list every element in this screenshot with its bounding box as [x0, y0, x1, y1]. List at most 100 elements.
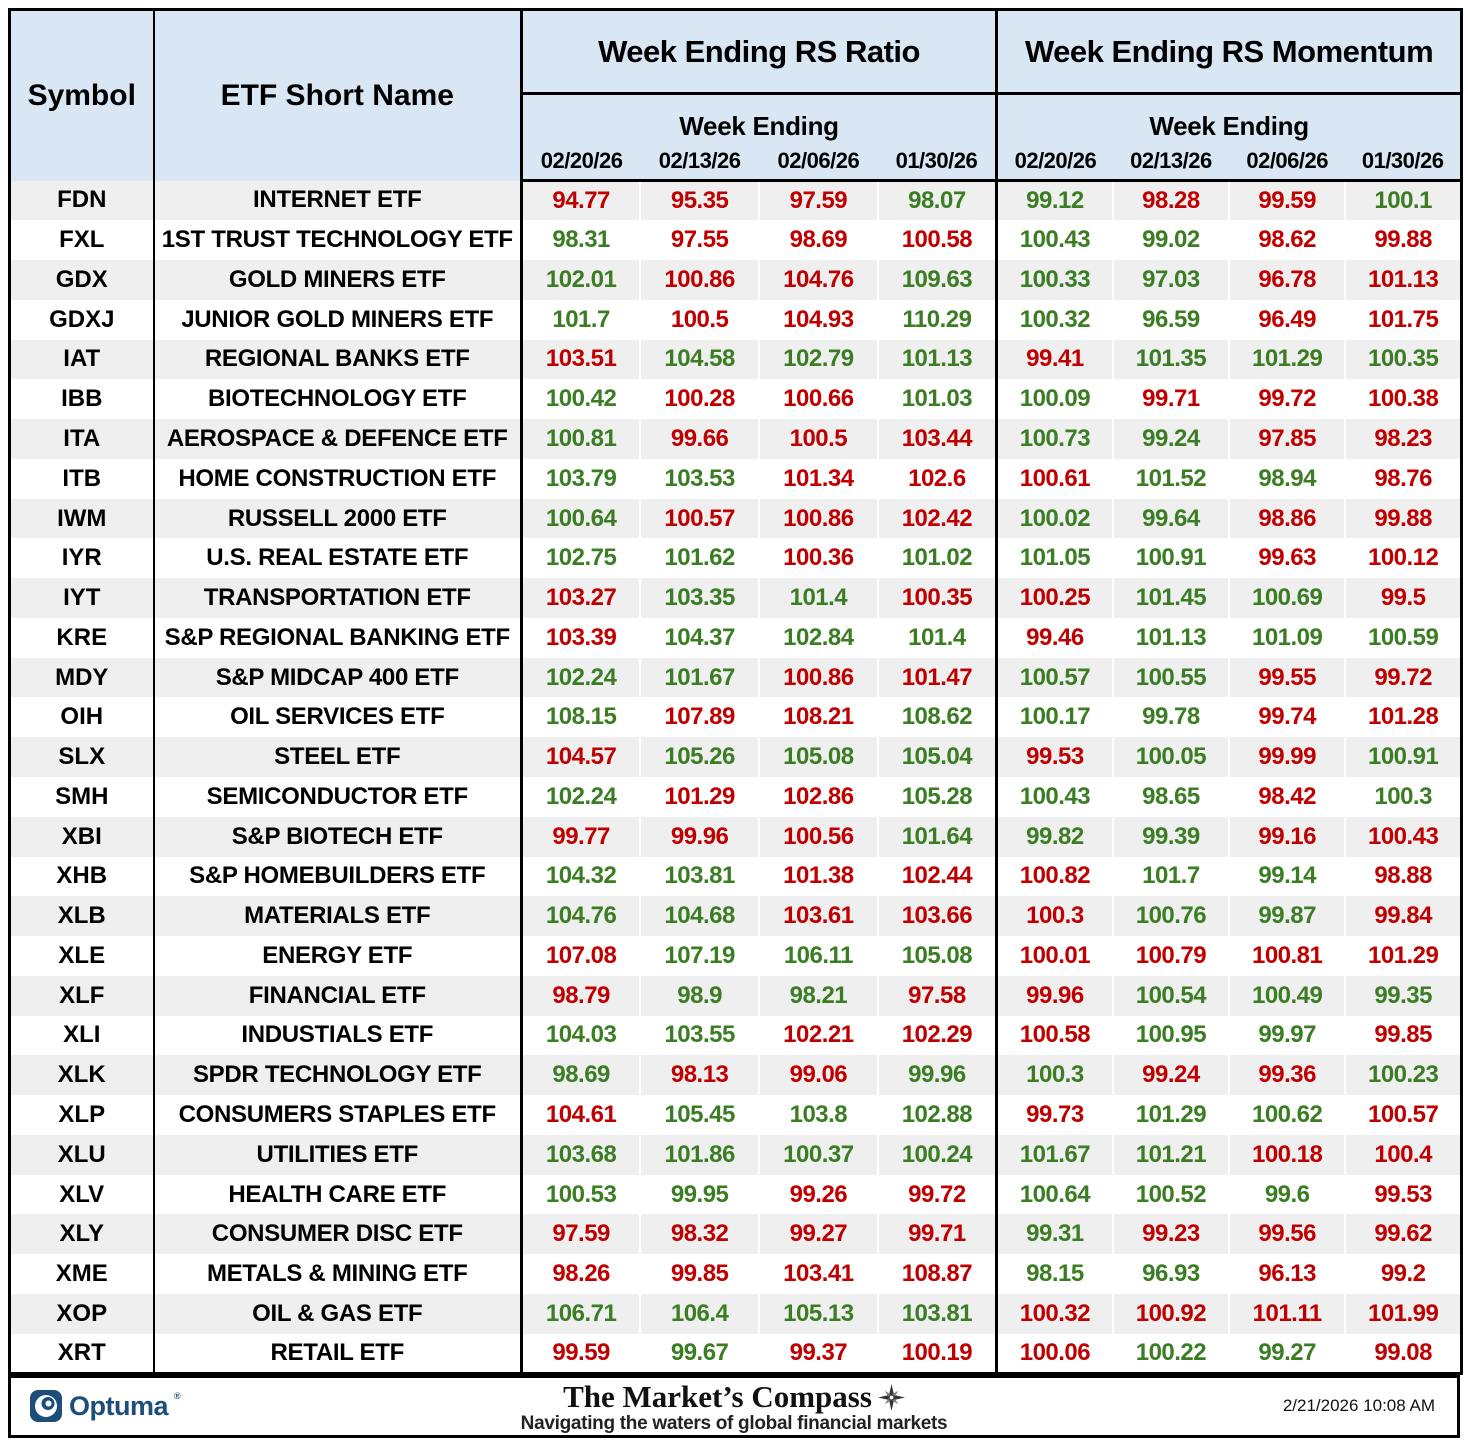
rs-ratio-value-cell: 102.21 [759, 1015, 879, 1056]
rs-ratio-value-cell: 100.86 [640, 260, 760, 300]
rs-momentum-value-cell: 100.12 [1345, 538, 1462, 579]
rs-momentum-value-cell: 99.63 [1229, 538, 1347, 579]
brand-name: Optuma [69, 1391, 169, 1422]
rs-momentum-value-cell: 99.2 [1345, 1254, 1462, 1294]
etf-name-cell: JUNIOR GOLD MINERS ETF [153, 299, 523, 340]
rs-momentum-value-cell: 101.11 [1229, 1293, 1347, 1334]
rs-momentum-value-cell: 101.09 [1229, 617, 1347, 658]
symbol-cell: XRT [9, 1333, 155, 1374]
rs-ratio-value-cell: 100.81 [521, 419, 642, 459]
rs-momentum-value-cell: 100.81 [1229, 936, 1347, 976]
table-row: XOP OIL & GAS ETF 106.71 106.4 105.13 103.81 1… [9, 1293, 1462, 1334]
rs-momentum-value-cell: 101.13 [1112, 617, 1231, 658]
rs-ratio-value-cell: 99.66 [640, 419, 760, 459]
rs-momentum-value-cell: 97.85 [1229, 419, 1347, 459]
rs-momentum-value-cell: 99.96 [996, 975, 1114, 1016]
symbol-cell: SMH [9, 776, 155, 817]
rs-ratio-value-cell: 100.5 [759, 419, 879, 459]
rs-momentum-value-cell: 96.59 [1112, 299, 1231, 340]
etf-name-cell: SPDR TECHNOLOGY ETF [153, 1055, 523, 1096]
rs-momentum-value-cell: 100.58 [996, 1015, 1114, 1056]
rs-ratio-value-cell: 98.69 [759, 220, 879, 261]
rs-momentum-value-cell: 100.82 [996, 856, 1114, 897]
etf-name-cell: HEALTH CARE ETF [153, 1174, 523, 1215]
etf-name-cell: INTERNET ETF [153, 180, 523, 221]
rs-ratio-value-cell: 99.26 [759, 1174, 879, 1215]
symbol-cell: XLP [9, 1095, 155, 1135]
footer-center: The Market’s Compass Navigating the wate… [311, 1379, 1157, 1434]
rs-momentum-value-cell: 100.3 [996, 896, 1114, 937]
etf-name-cell: CONSUMER DISC ETF [153, 1214, 523, 1255]
rs-momentum-value-cell: 99.14 [1229, 856, 1347, 897]
rs-momentum-value-cell: 100.43 [1345, 816, 1462, 857]
rs-momentum-value-cell: 100.57 [1345, 1095, 1462, 1135]
optuma-logo: Optuma ® [11, 1389, 311, 1423]
rs-momentum-value-cell: 99.55 [1229, 657, 1347, 698]
rs-momentum-value-cell: 101.29 [1345, 936, 1462, 976]
rs-momentum-group-header: Week Ending RS Momentum [996, 9, 1462, 95]
rs-momentum-value-cell: 100.23 [1345, 1055, 1462, 1096]
rs-ratio-value-cell: 109.63 [877, 260, 999, 300]
rs-ratio-value-cell: 100.37 [759, 1134, 879, 1175]
rs-ratio-value-cell: 106.71 [521, 1293, 642, 1334]
etf-name-cell: TRANSPORTATION ETF [153, 578, 523, 618]
optuma-logo-icon [30, 1390, 62, 1423]
rs-ratio-value-cell: 104.76 [521, 896, 642, 937]
table-row: XLK SPDR TECHNOLOGY ETF 98.69 98.13 99.06 99.… [9, 1055, 1462, 1096]
table-header: Symbol ETF Short Name Week Ending RS Rat… [9, 9, 1462, 182]
footer: Optuma ® The Market’s Compass Navigating… [8, 1374, 1460, 1438]
ratio-date-header: 02/13/26 [640, 143, 759, 182]
rs-momentum-value-cell: 99.72 [1229, 379, 1347, 420]
rs-momentum-value-cell: 99.71 [1112, 379, 1231, 420]
report-page: Symbol ETF Short Name Week Ending RS Rat… [8, 8, 1464, 1438]
rs-momentum-value-cell: 101.52 [1112, 458, 1231, 499]
week-ending-label-ratio: Week Ending [521, 93, 999, 144]
table-row: XLY CONSUMER DISC ETF 97.59 98.32 99.27 99.71… [9, 1214, 1462, 1255]
rs-ratio-value-cell: 103.44 [877, 419, 999, 459]
momentum-date-header: 02/20/26 [996, 143, 1113, 182]
rs-ratio-value-cell: 100.42 [521, 379, 642, 420]
symbol-cell: XOP [9, 1293, 155, 1334]
etf-name-cell: METALS & MINING ETF [153, 1254, 523, 1294]
rs-ratio-value-cell: 101.64 [877, 816, 999, 857]
table-row: SLX STEEL ETF 104.57 105.26 105.08 105.04 99.5… [9, 737, 1462, 777]
rs-ratio-value-cell: 103.53 [640, 458, 760, 499]
rs-momentum-value-cell: 100.92 [1112, 1293, 1231, 1334]
rs-momentum-value-cell: 99.82 [996, 816, 1114, 857]
symbol-cell: IBB [9, 379, 155, 420]
rs-ratio-value-cell: 99.95 [640, 1174, 760, 1215]
rs-ratio-value-cell: 104.93 [759, 299, 879, 340]
table-row: IWM RUSSELL 2000 ETF 100.64 100.57 100.86 102… [9, 498, 1462, 539]
rs-ratio-value-cell: 99.59 [521, 1333, 642, 1374]
rs-momentum-value-cell: 101.75 [1345, 299, 1462, 340]
etf-name-cell: S&P BIOTECH ETF [153, 816, 523, 857]
rs-momentum-value-cell: 99.46 [996, 617, 1114, 658]
rs-ratio-value-cell: 98.9 [640, 975, 760, 1016]
rs-ratio-value-cell: 103.81 [877, 1293, 999, 1334]
rs-ratio-value-cell: 103.79 [521, 458, 642, 499]
rs-momentum-value-cell: 99.53 [996, 737, 1114, 777]
rs-ratio-value-cell: 98.32 [640, 1214, 760, 1255]
rs-momentum-value-cell: 101.13 [1345, 260, 1462, 300]
rs-ratio-value-cell: 97.55 [640, 220, 760, 261]
rs-momentum-value-cell: 99.72 [1345, 657, 1462, 698]
rs-momentum-value-cell: 99.88 [1345, 220, 1462, 261]
rs-momentum-value-cell: 100.91 [1345, 737, 1462, 777]
rs-ratio-value-cell: 105.26 [640, 737, 760, 777]
rs-momentum-value-cell: 99.5 [1345, 578, 1462, 618]
week-ending-label-momentum: Week Ending [996, 93, 1462, 144]
rs-momentum-value-cell: 98.23 [1345, 419, 1462, 459]
table-row: XHB S&P HOMEBUILDERS ETF 104.32 103.81 101.3… [9, 856, 1462, 897]
table-row: XLV HEALTH CARE ETF 100.53 99.95 99.26 99.72 1… [9, 1174, 1462, 1215]
rs-ratio-value-cell: 104.57 [521, 737, 642, 777]
etf-name-cell: HOME CONSTRUCTION ETF [153, 458, 523, 499]
rs-ratio-value-cell: 101.02 [877, 538, 999, 579]
rs-momentum-value-cell: 99.16 [1229, 816, 1347, 857]
etf-name-cell: ENERGY ETF [153, 936, 523, 976]
ratio-date-header: 02/20/26 [521, 143, 641, 182]
rs-ratio-value-cell: 101.86 [640, 1134, 760, 1175]
rs-ratio-value-cell: 101.29 [640, 776, 760, 817]
rs-momentum-value-cell: 100.3 [996, 1055, 1114, 1096]
symbol-cell: FXL [9, 220, 155, 261]
table-row: XLP CONSUMERS STAPLES ETF 104.61 105.45 103.… [9, 1095, 1462, 1135]
